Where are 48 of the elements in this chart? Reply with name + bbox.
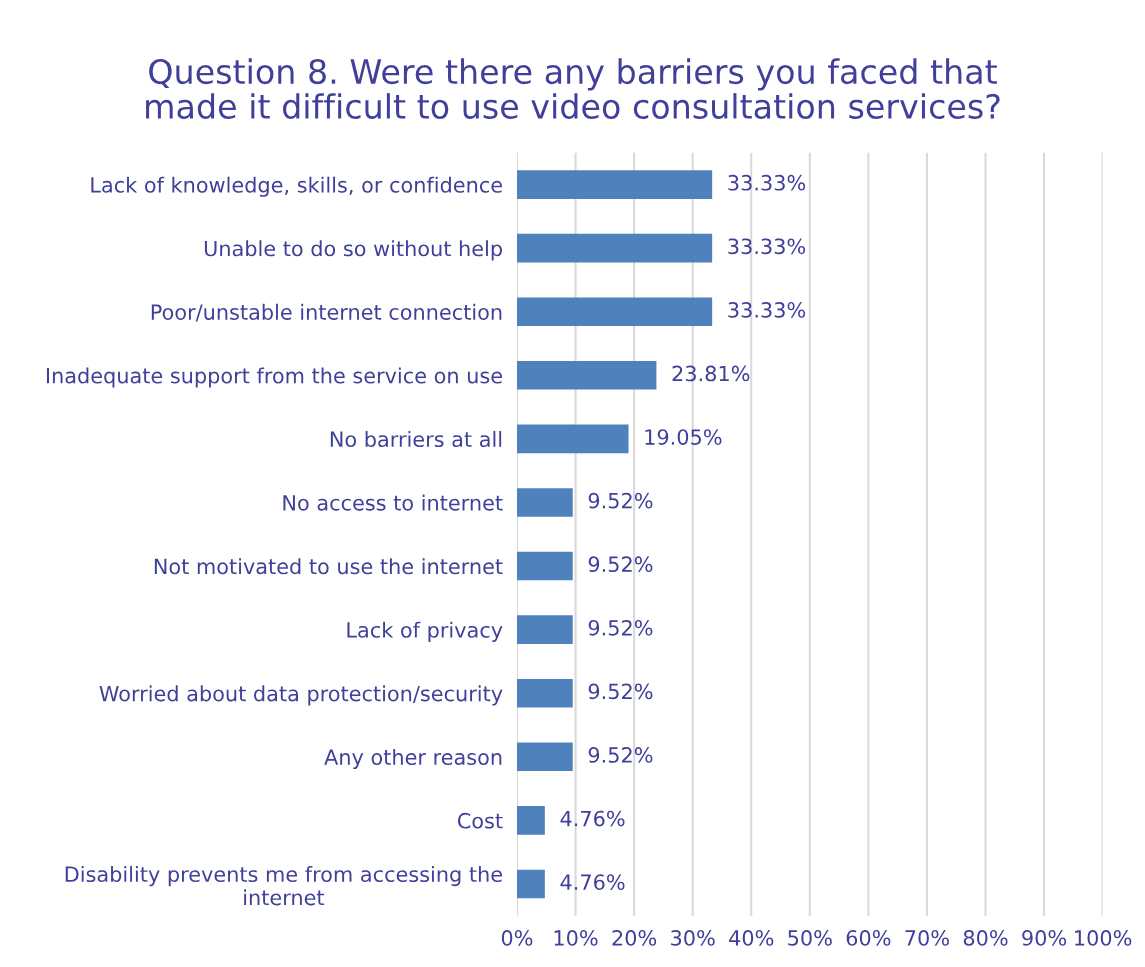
data-label: 4.76% — [560, 874, 625, 890]
x-tick-label: 40% — [729, 930, 774, 946]
x-tick-label: 70% — [905, 930, 949, 946]
data-label: 9.52% — [588, 492, 653, 509]
y-tick-label: Disability prevents me from accessing the internet — [65, 865, 502, 906]
bar — [516, 424, 629, 454]
y-tick-label: Cost — [457, 812, 503, 829]
y-tick-label: Worried about data protection/security — [99, 685, 503, 706]
x-tick-label: 60% — [846, 930, 891, 946]
x-tick-label: 50% — [788, 930, 832, 946]
bar — [516, 233, 713, 263]
data-label: 4.76% — [560, 810, 625, 827]
y-tick-label: Lack of privacy — [347, 621, 503, 642]
x-tick-label: 80% — [963, 930, 1008, 946]
bar — [516, 297, 713, 327]
data-label: 9.52% — [588, 683, 653, 700]
x-tick-label: 100% — [1075, 930, 1132, 946]
x-tick-label: 10% — [554, 930, 598, 946]
data-label: 33.33% — [728, 238, 806, 255]
bar — [516, 361, 657, 390]
bar — [516, 678, 573, 708]
data-label: 23.81% — [672, 365, 750, 382]
y-tick-label: Unable to do so without help — [204, 240, 502, 261]
data-label: 33.33% — [728, 302, 806, 318]
bar — [516, 869, 545, 899]
y-tick-label: Any other reason — [324, 748, 502, 770]
bar — [516, 170, 713, 199]
x-tick-label: 20% — [612, 930, 657, 946]
y-tick-label: Poor/unstable internet connection — [151, 303, 502, 322]
data-label: 9.52% — [588, 556, 653, 573]
data-label: 9.52% — [588, 747, 653, 763]
y-tick-label: No access to internet — [283, 494, 503, 511]
data-label: 9.52% — [588, 619, 653, 636]
y-tick-label: No barriers at all — [330, 430, 502, 448]
bar — [516, 488, 573, 517]
x-tick-label: 30% — [671, 930, 715, 946]
bar — [516, 615, 573, 644]
x-tick-label: 90% — [1022, 930, 1067, 946]
chart-title: Question 8. Were there any barriers you faced that made it difficult to use video consultation services? — [146, 58, 1000, 119]
data-label: 19.05% — [645, 429, 722, 445]
y-tick-label: Not motivated to use the internet — [154, 558, 503, 575]
y-tick-label: Inadequate support from the service on use — [46, 367, 502, 388]
x-tick-label: 0% — [501, 930, 533, 946]
y-tick-label: Lack of knowledge, skills, or confidence — [91, 176, 502, 197]
bar — [516, 742, 573, 772]
bar — [516, 806, 545, 835]
data-label: 33.33% — [728, 174, 806, 191]
bar — [516, 551, 573, 581]
